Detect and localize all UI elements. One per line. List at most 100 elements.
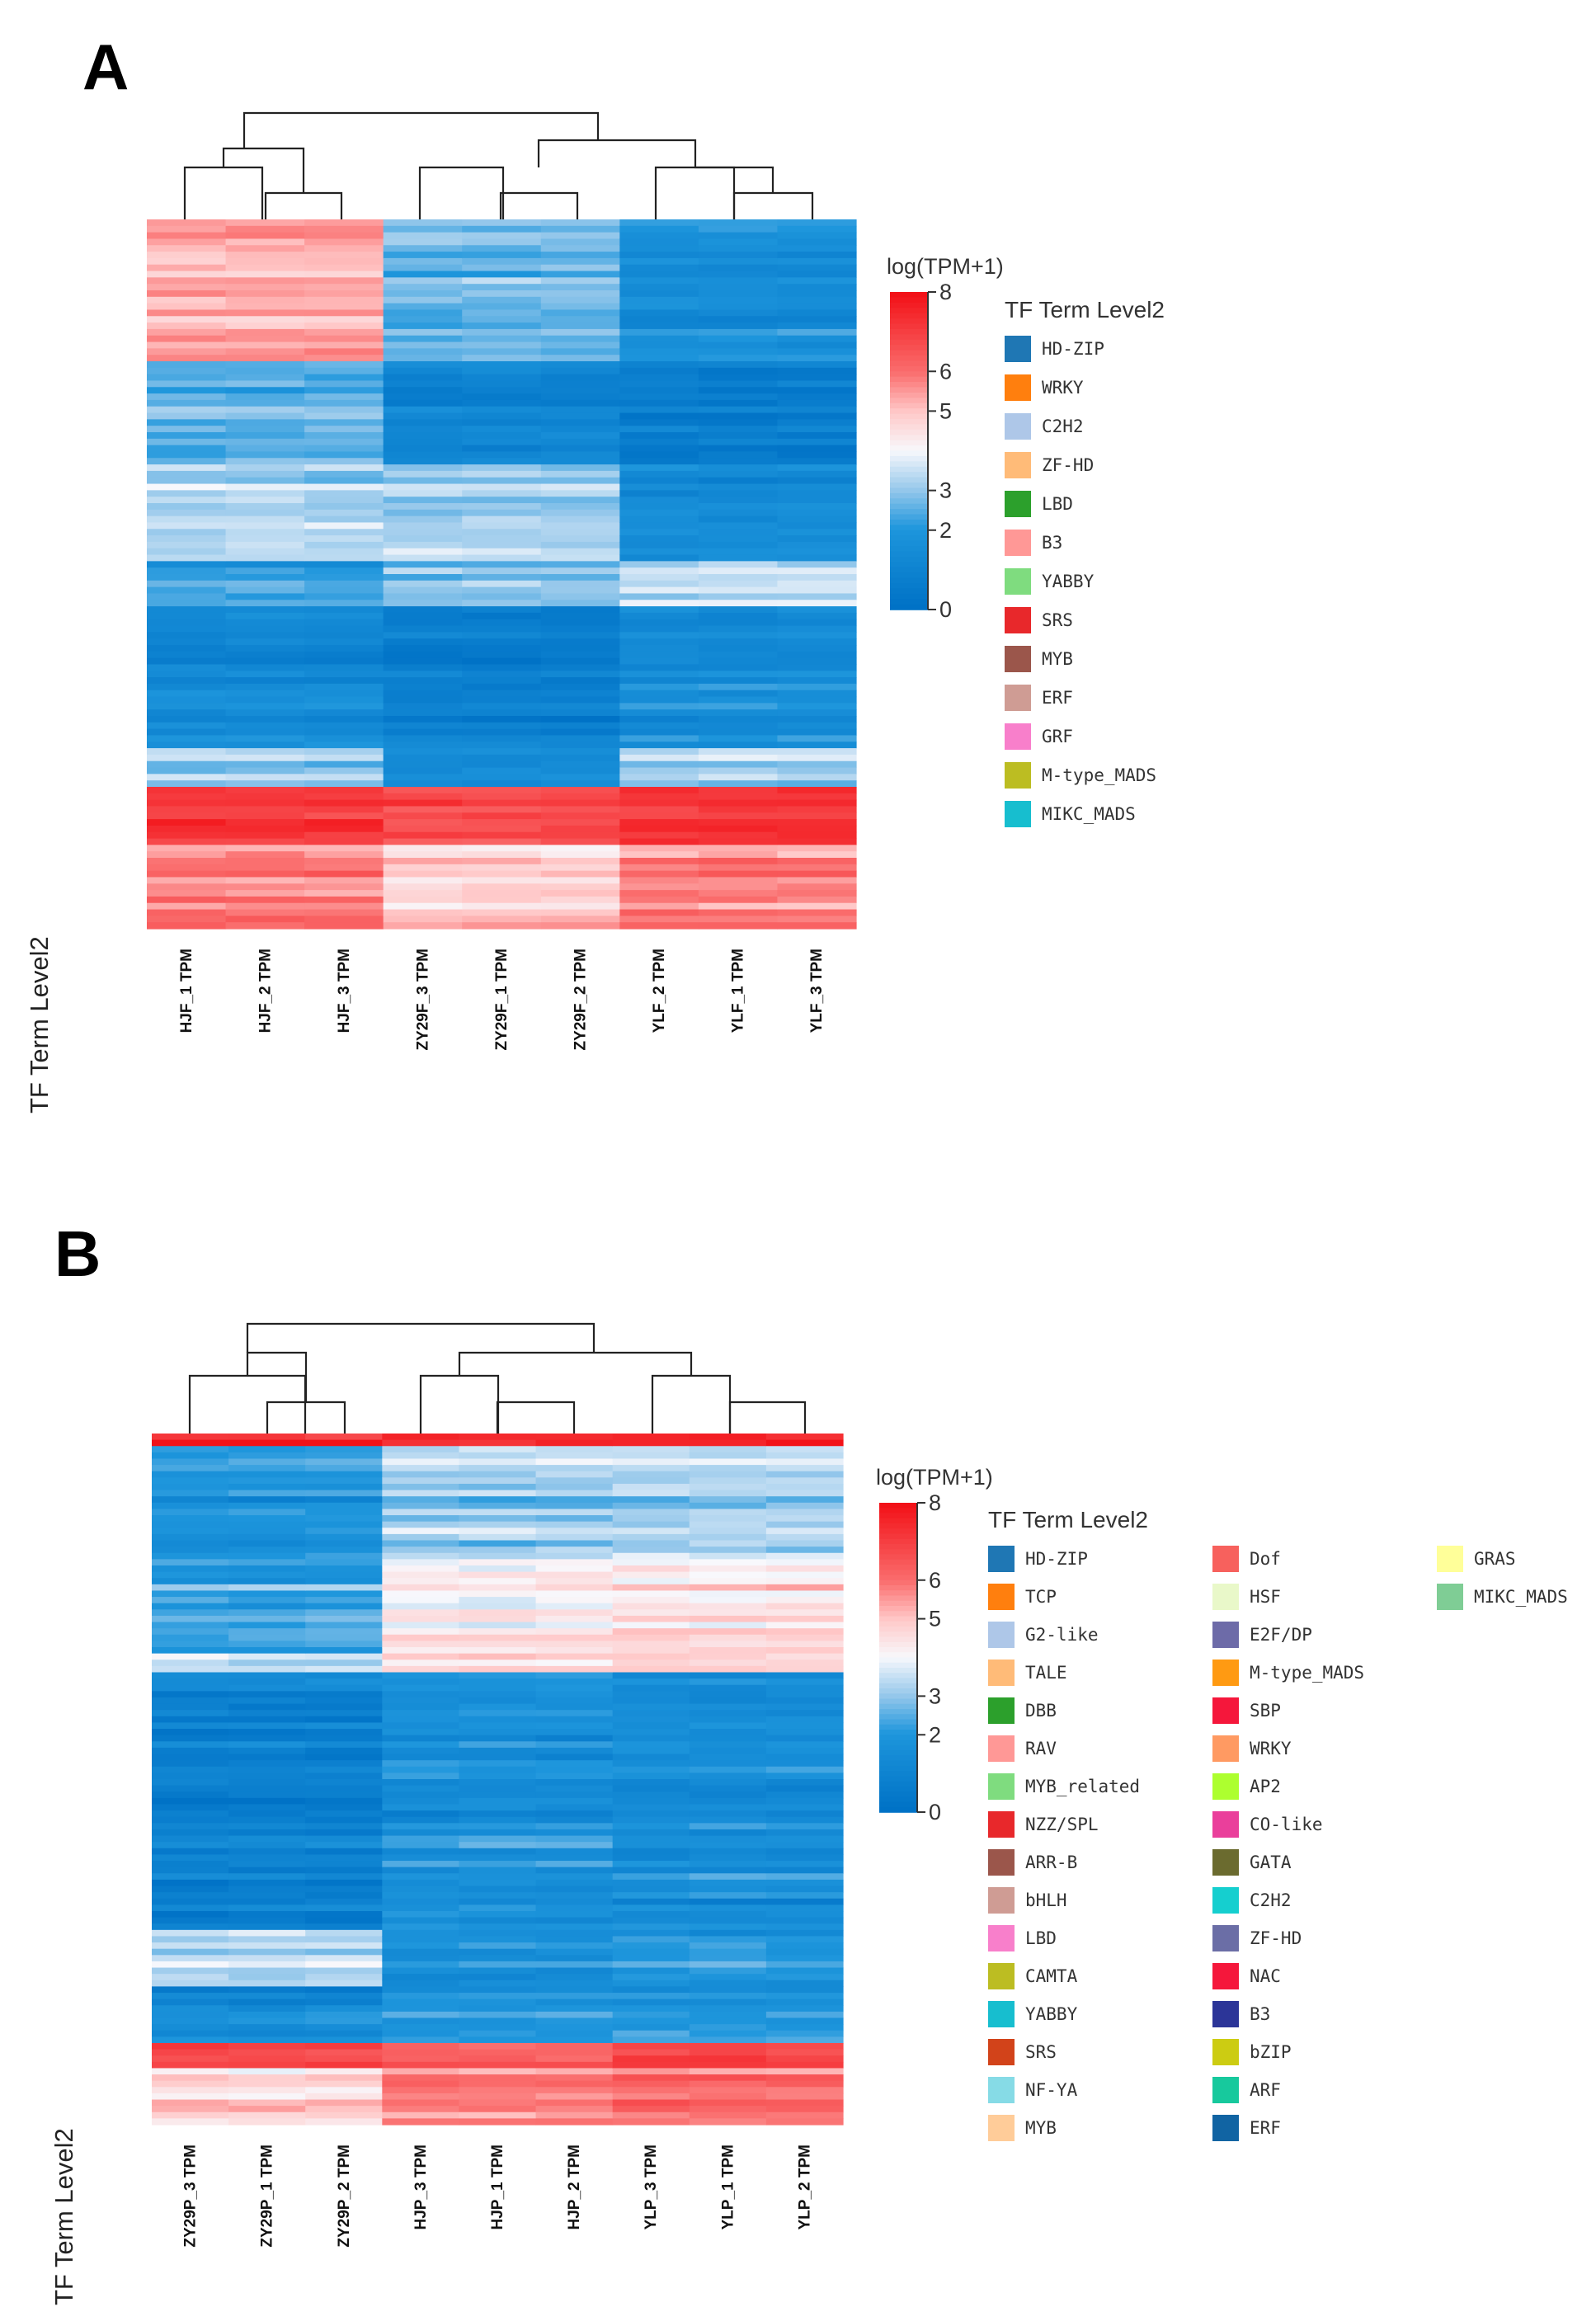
heatmap-cell: [304, 883, 384, 891]
heatmap-cell: [698, 645, 779, 652]
heatmap-cell: [619, 890, 699, 897]
heatmap-cell: [228, 1810, 306, 1818]
heatmap-cell: [228, 1974, 306, 1981]
heatmap-cell: [459, 1540, 537, 1547]
heatmap-cell: [225, 387, 305, 394]
heatmap-cell: [305, 1603, 383, 1610]
heatmap-cell: [304, 638, 384, 646]
heatmap-cell: [147, 767, 227, 774]
heatmap-cell: [535, 1735, 614, 1742]
heatmap-cell: [540, 645, 620, 652]
heatmap-cell: [777, 709, 857, 717]
heatmap-cell: [152, 1471, 229, 1478]
heatmap-cell: [459, 1729, 537, 1736]
heatmap-cell: [689, 1483, 767, 1491]
heatmap-cell: [777, 909, 857, 916]
heatmap-cell: [459, 1647, 537, 1655]
legend-label: WRKY: [1042, 378, 1084, 398]
heatmap-cell: [612, 1861, 690, 1868]
heatmap-cell: [152, 2036, 229, 2044]
heatmap-cell: [612, 1779, 690, 1787]
color-scale-step: [890, 450, 928, 457]
heatmap-cell: [304, 716, 384, 723]
heatmap-cell: [304, 593, 384, 600]
heatmap-cell: [540, 497, 620, 504]
heatmap-cell: [228, 1816, 306, 1824]
heatmap-cell: [147, 657, 227, 666]
heatmap-cell: [698, 309, 779, 317]
heatmap-cell: [540, 709, 620, 717]
heatmap-cell: [698, 767, 779, 774]
heatmap-cell: [304, 380, 384, 388]
heatmap-cell: [689, 1867, 767, 1874]
heatmap-cell: [382, 1955, 460, 1962]
heatmap-cell: [152, 1797, 229, 1805]
heatmap-cell: [619, 735, 699, 742]
heatmap-cell: [459, 1515, 537, 1523]
heatmap-cell: [612, 1829, 690, 1837]
heatmap-cell: [612, 1961, 690, 1969]
heatmap-cell: [462, 754, 542, 762]
heatmap-cell: [304, 516, 384, 524]
heatmap-cell: [535, 2087, 614, 2094]
heatmap-cell: [698, 238, 779, 246]
heatmap-cell: [612, 1710, 690, 1717]
heatmap-cell: [689, 1496, 767, 1504]
heatmap-cell: [689, 1835, 767, 1843]
heatmap-cell: [305, 1628, 383, 1636]
heatmap-cell: [228, 1490, 306, 1497]
heatmap-cell: [383, 741, 463, 749]
heatmap-cell: [383, 426, 463, 433]
heatmap-cell: [225, 296, 305, 304]
heatmap-cell: [689, 1760, 767, 1768]
heatmap-cell: [689, 1647, 767, 1655]
heatmap-cell: [459, 1571, 537, 1579]
heatmap-cell: [228, 1917, 306, 1924]
heatmap-cell: [382, 1766, 460, 1773]
legend-label: M-type_MADS: [1250, 1663, 1364, 1683]
heatmap-cell: [462, 399, 542, 407]
heatmap-cell: [382, 1641, 460, 1648]
heatmap-cell: [225, 593, 305, 600]
heatmap-cell: [459, 2011, 537, 2019]
heatmap-cell: [619, 716, 699, 723]
color-scale-step: [879, 1796, 917, 1803]
heatmap-cell: [383, 722, 463, 730]
heatmap-cell: [765, 2042, 844, 2050]
heatmap-cell: [777, 632, 857, 639]
heatmap-cell: [535, 1929, 614, 1937]
heatmap-cell: [152, 1823, 229, 1830]
sample-label: ZY29P_1 TPM: [259, 2144, 276, 2248]
heatmap-cell: [147, 303, 227, 311]
heatmap-cell: [765, 1986, 844, 1994]
legend-label: HSF: [1250, 1587, 1281, 1607]
heatmap-cell: [305, 1936, 383, 1943]
heatmap-cell: [689, 2030, 767, 2037]
color-scale-step: [890, 483, 928, 489]
heatmap-cell: [382, 1653, 460, 1660]
heatmap-cell: [147, 858, 227, 865]
heatmap-cell: [765, 1867, 844, 1874]
heatmap-cell: [612, 1502, 690, 1510]
heatmap-cell: [540, 309, 620, 317]
heatmap-cell: [228, 1823, 306, 1830]
heatmap-cell: [698, 709, 779, 717]
heatmap-cell: [228, 2099, 306, 2107]
heatmap-cell: [698, 335, 779, 343]
heatmap-cell: [462, 864, 542, 872]
heatmap-cell: [459, 1490, 537, 1497]
heatmap-cell: [535, 1854, 614, 1862]
heatmap-cell: [612, 2093, 690, 2101]
heatmap-cell: [540, 419, 620, 426]
heatmap-cell: [152, 1886, 229, 1893]
heatmap-cell: [689, 1729, 767, 1736]
heatmap-cell: [777, 896, 857, 904]
heatmap-cell: [305, 1942, 383, 1950]
heatmap-cell: [765, 1974, 844, 1981]
heatmap-cell: [612, 2074, 690, 2082]
heatmap-cell: [382, 1697, 460, 1705]
heatmap-cell: [462, 355, 542, 362]
heatmap-cell: [305, 2093, 383, 2101]
heatmap-cell: [459, 1766, 537, 1773]
heatmap-cell: [147, 690, 227, 698]
